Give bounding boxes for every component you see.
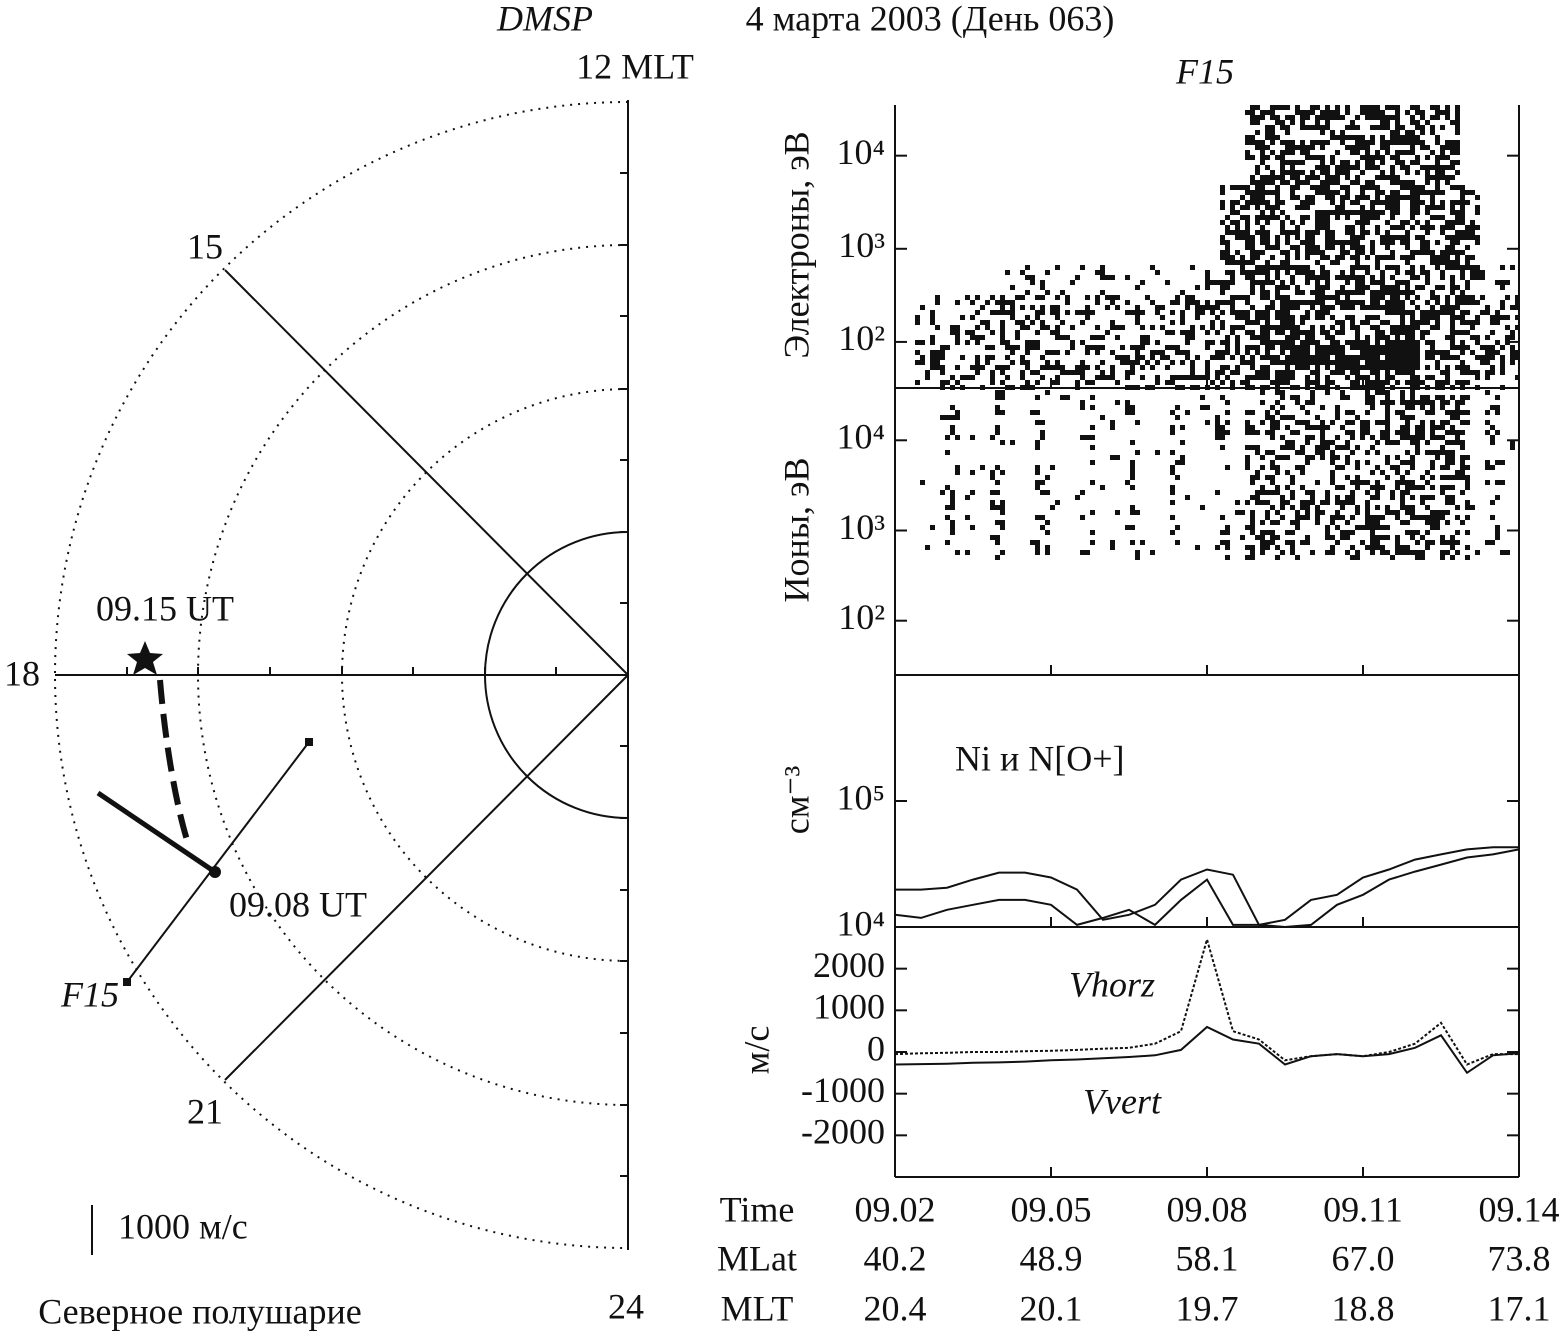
annotation: Ni и N[O+] xyxy=(955,738,1125,778)
scale-label: 1000 м/с xyxy=(118,1206,248,1246)
table-cell: 73.8 xyxy=(1488,1238,1551,1278)
polar-title: Северное полушарие xyxy=(38,1291,362,1331)
y-tick-label: 1000 xyxy=(813,987,885,1027)
mlt-label: 21 xyxy=(187,1091,223,1131)
table-cell: 20.1 xyxy=(1020,1288,1083,1328)
y-axis-label: см⁻³ xyxy=(776,766,816,835)
panel-title: F15 xyxy=(1175,51,1234,91)
y-tick-label: 10⁴ xyxy=(836,903,885,943)
y-axis-label: м/с xyxy=(736,1026,776,1075)
series-line xyxy=(894,1025,1520,1075)
mlt-label: 18 xyxy=(4,653,40,693)
y-tick-label: 0 xyxy=(867,1028,885,1068)
table-cell: 20.4 xyxy=(864,1288,927,1328)
y-tick-label: -2000 xyxy=(801,1112,885,1152)
y-tick-label: 2000 xyxy=(813,945,885,985)
mlt-label: 15 xyxy=(187,226,223,266)
annotation: 09.08 UT xyxy=(229,884,367,924)
table-cell: 67.0 xyxy=(1332,1238,1395,1278)
table-cell: 19.7 xyxy=(1176,1288,1239,1328)
table-cell: 18.8 xyxy=(1332,1288,1395,1328)
row-label: Time xyxy=(720,1189,795,1229)
series-line xyxy=(894,935,1519,1066)
panel-frame xyxy=(894,105,1520,1178)
y-tick-label: 10² xyxy=(838,597,885,637)
table-cell: 17.1 xyxy=(1488,1288,1551,1328)
y-axis-label: Электроны, эВ xyxy=(776,131,816,358)
y-tick-label: 10³ xyxy=(838,507,885,547)
row-label: MLT xyxy=(721,1288,794,1328)
date: 4 марта 2003 (День 063) xyxy=(746,0,1115,38)
x-tick-label: 09.02 xyxy=(855,1189,936,1229)
y-axis-label: Ионы, эВ xyxy=(776,458,816,603)
y-tick-label: 10⁵ xyxy=(836,777,885,817)
polar-grid xyxy=(54,100,629,1250)
x-tick-label: 09.11 xyxy=(1323,1189,1403,1229)
table-cell: 58.1 xyxy=(1176,1238,1239,1278)
y-tick-label: 10³ xyxy=(838,225,885,265)
y-tick-label: 10⁴ xyxy=(836,417,885,457)
series-line xyxy=(895,848,1520,929)
series-line xyxy=(894,846,1519,927)
series-label: Vvert xyxy=(1083,1081,1162,1121)
x-tick-label: 09.05 xyxy=(1011,1189,1092,1229)
table-cell: 40.2 xyxy=(864,1238,927,1278)
mlt-label: 24 xyxy=(608,1286,644,1326)
x-tick-label: 09.08 xyxy=(1167,1189,1248,1229)
x-tick-label: 09.14 xyxy=(1479,1189,1560,1229)
y-tick-label: 10² xyxy=(838,318,885,358)
title: DMSP xyxy=(496,0,593,38)
row-label: MLat xyxy=(717,1238,797,1278)
polar-track xyxy=(91,641,313,1255)
annotation: F15 xyxy=(60,974,119,1014)
spectrogram-texture xyxy=(915,105,1520,560)
series-label: Vhorz xyxy=(1069,964,1155,1004)
table-cell: 48.9 xyxy=(1020,1238,1083,1278)
y-tick-label: 10⁴ xyxy=(836,132,885,172)
annotation: 09.15 UT xyxy=(96,588,234,628)
mlt-label: 12 MLT xyxy=(576,46,694,86)
y-tick-label: -1000 xyxy=(801,1070,885,1110)
